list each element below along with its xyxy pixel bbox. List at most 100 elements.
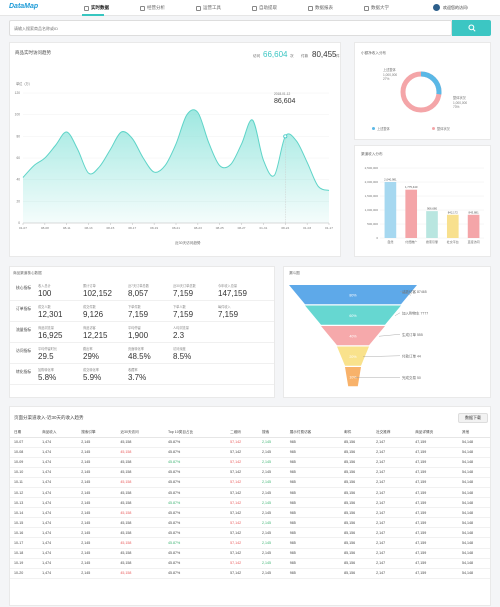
table-header-cell[interactable]: 二维码 [226, 428, 259, 438]
funnel-leader-line [378, 334, 401, 337]
table-cell: 10-16 [10, 527, 39, 539]
export-button[interactable]: 数据下载 [458, 413, 488, 423]
table-cell: 57,142 [226, 527, 259, 539]
x-tick-label: 01-31 [259, 226, 267, 230]
table-row[interactable]: 10-20 1,474 2,145 45,158 45.87% 57,142 2,145 98… [10, 568, 490, 579]
table-row[interactable]: 10-19 1,474 2,145 45,158 45.87% 57,142 2,145 98… [10, 558, 490, 569]
table-cell: 85,156 [340, 497, 373, 509]
table-cell: 2,145 [258, 537, 286, 549]
bar[interactable] [467, 214, 480, 238]
nav-item-tools[interactable]: 运营工具 [196, 5, 221, 11]
table-row[interactable]: 10-07 1,474 2,145 45,158 45.87% 57,142 2,145 98… [10, 437, 490, 448]
search-input[interactable] [10, 21, 451, 35]
table-cell: 2,147 [372, 507, 412, 519]
table-row[interactable]: 10-14 1,474 2,145 45,158 45.87% 57,142 2,145 98… [10, 507, 490, 519]
channel-bar-chart: 0 500,000 1,000,000 1,500,000 2,000,000 2,500… [365, 166, 484, 244]
table-row[interactable]: 10-18 1,474 2,145 45,158 45.87% 57,142 2,145 98… [10, 548, 490, 559]
funnel-stage-note: 加入购物车 7777 [402, 310, 428, 315]
app-logo[interactable]: DataMap [9, 3, 39, 10]
funnel-stage[interactable] [289, 285, 417, 305]
table-cell: 1,474 [38, 537, 78, 549]
table-header-cell[interactable]: Top 10类目占比 [164, 428, 227, 438]
table-header-cell[interactable]: 商品详情页 [411, 428, 458, 438]
nav-item-realtime[interactable]: 实时数据 [84, 5, 109, 11]
table-cell: 57,142 [226, 437, 259, 448]
buy-unit: 件 [336, 54, 340, 58]
funnel-stage[interactable] [305, 305, 401, 325]
trend-ylabel: 单位（万） [16, 82, 32, 86]
table-cell: 45,158 [116, 568, 164, 579]
table-cell: 2,147 [372, 487, 412, 499]
x-tick-label: 08-21 [172, 226, 180, 230]
table-row[interactable]: 10-16 1,474 2,145 45,158 45.87% 57,142 2,145 98… [10, 527, 490, 539]
kpi-item: 页面转化率 48.5% [128, 343, 173, 363]
table-cell: 2,145 [258, 527, 286, 539]
kpi-item: 下单件数 7,159 [128, 301, 173, 321]
funnel-leader-line [394, 312, 401, 316]
table-row[interactable]: 10-15 1,474 2,145 45,158 45.87% 57,142 2,145 98… [10, 517, 490, 529]
kpi-item: 访问深度 8.5% [173, 343, 218, 363]
table-cell: 54,148 [457, 487, 490, 499]
table-cell: 2,145 [77, 437, 117, 448]
kpi-item-label: 人均浏览量 [173, 326, 189, 330]
kpi-item: 加购转化率 5.8% [38, 364, 83, 384]
table-cell: 10-15 [10, 517, 39, 529]
table-header-cell[interactable]: 商品收入 [38, 428, 78, 438]
funnel-stage-note: 活跃访客 87465 [402, 289, 427, 294]
kpi-item-value: 7,159 [173, 289, 194, 298]
nav-item-university[interactable]: 数据大学 [364, 5, 389, 11]
bar[interactable] [384, 182, 397, 238]
table-cell: 2,145 [77, 487, 117, 499]
nav-item-extract[interactable]: 自助提取 [252, 5, 277, 11]
table-header-cell[interactable]: 展示付费访客 [285, 428, 341, 438]
avatar[interactable] [433, 4, 440, 11]
table-cell: 2,147 [372, 497, 412, 509]
funnel-stage[interactable] [337, 346, 369, 366]
table-cell: 2,145 [77, 568, 117, 579]
table-row[interactable]: 10-12 1,474 2,145 45,158 45.87% 57,142 2,145 98… [10, 487, 490, 499]
buy-value: 80,455 [312, 50, 337, 59]
funnel-stage[interactable] [345, 367, 361, 387]
nav-item-reports[interactable]: 数据报表 [308, 5, 333, 11]
table-row[interactable]: 10-08 1,474 2,145 45,158 45.87% 57,142 2,145 98… [10, 447, 490, 458]
bar[interactable] [446, 214, 459, 238]
table-header-cell[interactable]: 邮件 [340, 428, 373, 438]
table-row[interactable]: 10-11 1,474 2,145 45,158 45.87% 57,142 2,145 98… [10, 477, 490, 488]
table-header-cell[interactable]: 近30天访问 [116, 428, 164, 438]
table-header-cell[interactable]: 日期 [10, 428, 39, 438]
table-cell: 10-12 [10, 487, 39, 499]
funnel-stage[interactable] [321, 326, 385, 346]
table-cell: 2,145 [77, 477, 117, 488]
table-header-cell[interactable]: 其他 [457, 428, 490, 438]
funnel-stage-note: 完成交易 50 [402, 375, 421, 380]
donut-slice-1 [400, 71, 442, 113]
table-cell: 85,156 [340, 477, 373, 488]
x-tick-label: 08-24 [281, 226, 289, 230]
table-header-cell[interactable]: 社交推荐 [372, 428, 412, 438]
kpi-item-label: 累计订单 [83, 284, 96, 288]
table-cell: 45.87% [164, 527, 227, 539]
kpi-item: 收藏率 3.7% [128, 364, 173, 384]
table-row[interactable]: 10-09 1,474 2,145 45,158 45.87% 57,142 2,145 98… [10, 457, 490, 468]
y-tick-label: 40 [16, 178, 20, 182]
bar-category-label: 搜索引擎 [426, 239, 438, 244]
table-header-cell[interactable]: 搜索 [258, 428, 286, 438]
table-header-cell[interactable]: 搜索引擎 [77, 428, 117, 438]
bar[interactable] [405, 189, 418, 238]
bar-category-label: 自然 [387, 239, 393, 244]
table-cell: 54,148 [457, 527, 490, 539]
table-cell: 2,147 [372, 527, 412, 539]
search-button[interactable] [452, 20, 491, 36]
funnel-title: 漏斗图 [289, 271, 300, 275]
hover-point[interactable] [283, 134, 288, 139]
table-row[interactable]: 10-17 1,474 2,145 45,158 45.87% 57,142 2,145 98… [10, 537, 490, 549]
nav-item-analysis[interactable]: 经营分析 [140, 5, 165, 11]
table-row[interactable]: 10-13 1,474 2,145 45,158 45.87% 57,142 2,145 98… [10, 497, 490, 509]
table-cell: 2,147 [372, 467, 412, 478]
kpi-item-label: 收藏率 [128, 368, 138, 372]
user-greeting[interactable]: 欢迎您的访问! [443, 5, 469, 10]
bar-value-label: 1,775,440 [405, 185, 418, 189]
table-cell: 2,145 [77, 447, 117, 458]
bar[interactable] [426, 211, 438, 238]
table-row[interactable]: 10-10 1,474 2,145 45,158 45.87% 57,142 2,145 98… [10, 467, 490, 478]
